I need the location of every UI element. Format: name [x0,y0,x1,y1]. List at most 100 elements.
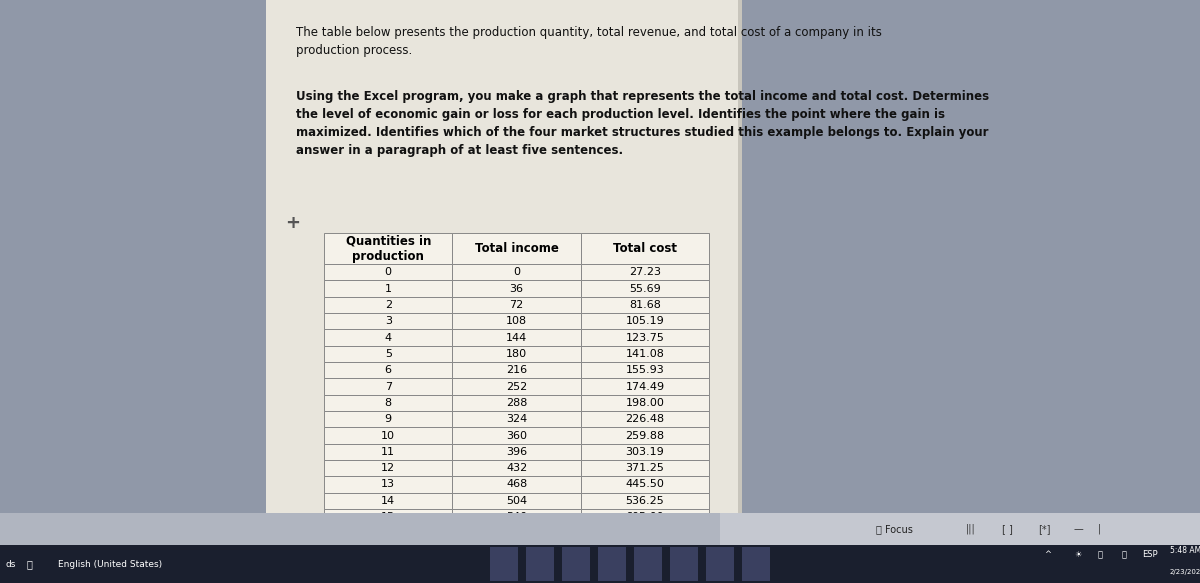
Text: 105.19: 105.19 [625,316,665,326]
Bar [324,280,452,297]
Text: |||: ||| [966,524,976,535]
Text: 540: 540 [506,512,527,522]
Text: 0: 0 [514,267,520,278]
Text: 36: 36 [510,283,523,294]
Text: 💬: 💬 [26,559,32,569]
Bar [598,547,626,581]
Text: English (United States): English (United States) [58,560,162,568]
Text: 27.23: 27.23 [629,267,661,278]
Text: 3: 3 [385,316,391,326]
Bar [452,280,581,297]
Text: —: — [1074,524,1084,534]
Bar [706,547,734,581]
Text: 432: 432 [506,463,527,473]
Bar [581,444,709,460]
Bar [581,362,709,378]
Bar [324,264,452,280]
Bar [526,547,554,581]
Text: [*]: [*] [1038,524,1050,534]
Bar [324,378,452,395]
Bar [324,346,452,362]
Bar [581,313,709,329]
Text: 8: 8 [385,398,391,408]
Bar [0,513,1200,545]
Bar [581,233,709,264]
Text: 9: 9 [385,414,391,424]
Text: 5:48 AM: 5:48 AM [1170,546,1200,555]
Bar [324,329,452,346]
Text: 0: 0 [385,267,391,278]
Bar [720,513,1200,545]
Bar [324,444,452,460]
Bar [581,411,709,427]
Text: 14: 14 [382,496,395,506]
Text: 📶: 📶 [1122,550,1127,559]
Text: 141.08: 141.08 [625,349,665,359]
Text: 12: 12 [382,463,395,473]
Text: 📄 Focus: 📄 Focus [876,524,913,534]
Text: Using the Excel program, you make a graph that represents the total income and t: Using the Excel program, you make a grap… [296,90,990,157]
Bar [452,427,581,444]
Text: 4: 4 [385,332,391,343]
Text: The table below presents the production quantity, total revenue, and total cost : The table below presents the production … [296,26,882,57]
Text: 259.88: 259.88 [625,430,665,441]
Bar [324,233,452,264]
Bar [452,233,581,264]
Bar [452,476,581,493]
Bar [581,460,709,476]
Bar [581,264,709,280]
Text: Total income: Total income [475,242,558,255]
Bar [324,411,452,427]
Bar [581,378,709,395]
Text: 155.93: 155.93 [625,365,665,375]
Text: 🔊: 🔊 [1098,550,1103,559]
Bar [266,0,738,545]
Text: 72: 72 [510,300,523,310]
Text: 360: 360 [506,430,527,441]
Bar [562,547,590,581]
Bar [490,547,518,581]
Bar [324,313,452,329]
Bar [738,0,742,545]
Text: 11: 11 [382,447,395,457]
Text: 13: 13 [382,479,395,490]
Text: 123.75: 123.75 [625,332,665,343]
Bar [452,297,581,313]
Text: 2: 2 [385,300,391,310]
Text: 7: 7 [385,381,391,392]
Text: 445.50: 445.50 [625,479,665,490]
Text: Quantities in
production: Quantities in production [346,234,431,263]
Bar [324,460,452,476]
Bar [581,427,709,444]
Text: 216: 216 [506,365,527,375]
Text: ds: ds [6,560,17,568]
Bar [581,493,709,509]
Bar [452,362,581,378]
Bar [581,346,709,362]
Bar [324,362,452,378]
Bar [581,280,709,297]
Bar [324,297,452,313]
Text: 1: 1 [385,283,391,294]
Text: 10: 10 [382,430,395,441]
Bar [324,395,452,411]
Text: |: | [1098,524,1102,535]
Text: 6: 6 [385,365,391,375]
Bar [452,329,581,346]
Text: 174.49: 174.49 [625,381,665,392]
Text: ^: ^ [1044,550,1051,559]
Text: 226.48: 226.48 [625,414,665,424]
Bar [452,460,581,476]
Bar [452,444,581,460]
Bar [742,547,770,581]
Text: 468: 468 [506,479,527,490]
Bar [581,297,709,313]
Text: 536.25: 536.25 [625,496,665,506]
Text: 504: 504 [506,496,527,506]
Text: 288: 288 [506,398,527,408]
Text: [ ]: [ ] [1002,524,1013,534]
Bar [452,313,581,329]
Text: ESP: ESP [1142,550,1158,559]
Bar [452,493,581,509]
Text: 371.25: 371.25 [625,463,665,473]
